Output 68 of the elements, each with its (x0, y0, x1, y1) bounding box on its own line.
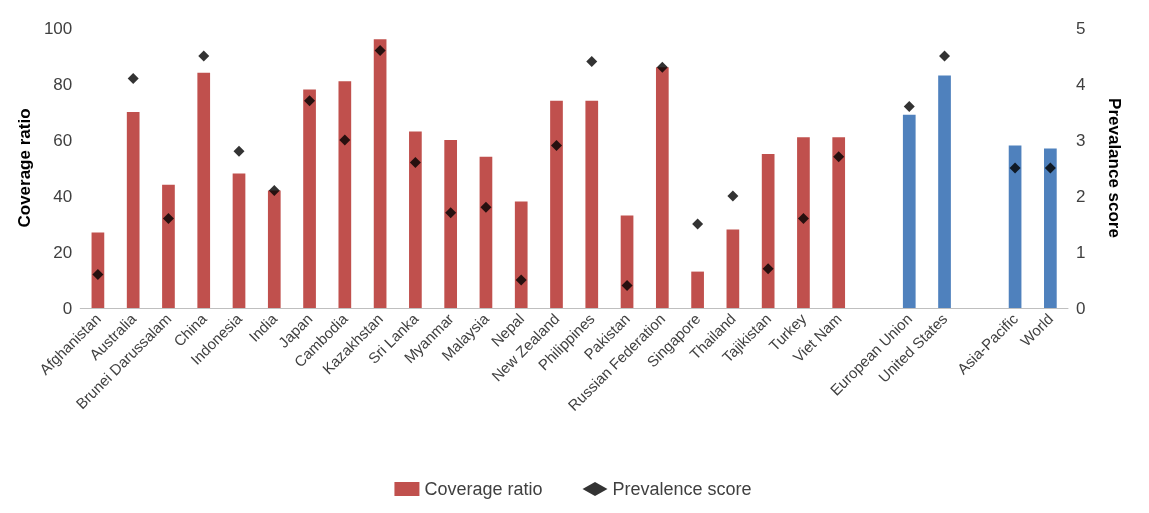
y2-tick-label: 4 (1076, 74, 1086, 94)
point (480, 201, 492, 213)
bar (444, 140, 458, 308)
point (621, 280, 633, 292)
point (515, 274, 527, 286)
point (445, 207, 457, 219)
bar (338, 81, 352, 308)
point (727, 190, 739, 202)
point (1009, 162, 1021, 174)
point (233, 145, 245, 157)
y-tick-label: 60 (53, 130, 73, 150)
bar (409, 131, 422, 308)
point (762, 263, 774, 275)
point (939, 50, 951, 62)
legend-label: Prevalence score (612, 479, 752, 499)
point (198, 50, 210, 62)
bar (303, 89, 316, 308)
point (656, 61, 668, 73)
point (797, 212, 809, 224)
bar (197, 72, 211, 308)
point (374, 44, 386, 56)
y2-tick-label: 5 (1076, 18, 1086, 38)
bar (761, 154, 775, 308)
point (92, 268, 104, 280)
point (162, 212, 174, 224)
y-tick-label: 40 (53, 186, 73, 206)
y2-axis-title: Prevalance score (1105, 98, 1124, 238)
bar (162, 184, 175, 308)
point (550, 140, 562, 152)
bar (514, 201, 528, 308)
bar (902, 114, 916, 308)
point (692, 218, 704, 230)
point (339, 134, 351, 146)
bar (267, 190, 281, 308)
bar (620, 215, 634, 308)
bar (232, 173, 246, 308)
point (409, 156, 421, 168)
bar (1008, 145, 1022, 308)
point (304, 95, 316, 107)
bar (126, 112, 140, 308)
y-tick-label: 20 (53, 242, 73, 262)
point (586, 56, 598, 68)
y2-tick-label: 0 (1076, 298, 1086, 318)
legend-label: Coverage ratio (424, 479, 543, 499)
bar (550, 100, 563, 308)
y2-tick-label: 2 (1076, 186, 1086, 206)
y-tick-label: 80 (53, 74, 73, 94)
bar (655, 67, 669, 308)
point (903, 100, 915, 112)
bar (726, 229, 740, 308)
bar (691, 271, 704, 308)
point (127, 72, 139, 84)
bar (797, 137, 810, 308)
point (1044, 162, 1056, 174)
y-tick-label: 0 (62, 298, 73, 318)
bar (1044, 148, 1057, 308)
y-axis-title: Coverage ratio (15, 108, 34, 228)
point (268, 184, 280, 196)
y2-tick-label: 3 (1076, 130, 1086, 150)
y-tick-label: 100 (43, 18, 73, 38)
bar (479, 156, 493, 308)
bar (585, 100, 599, 308)
y2-tick-label: 1 (1076, 242, 1086, 262)
bar (938, 75, 951, 308)
bar (832, 137, 846, 308)
bar (91, 232, 105, 308)
point (833, 151, 845, 163)
bar (373, 39, 387, 308)
